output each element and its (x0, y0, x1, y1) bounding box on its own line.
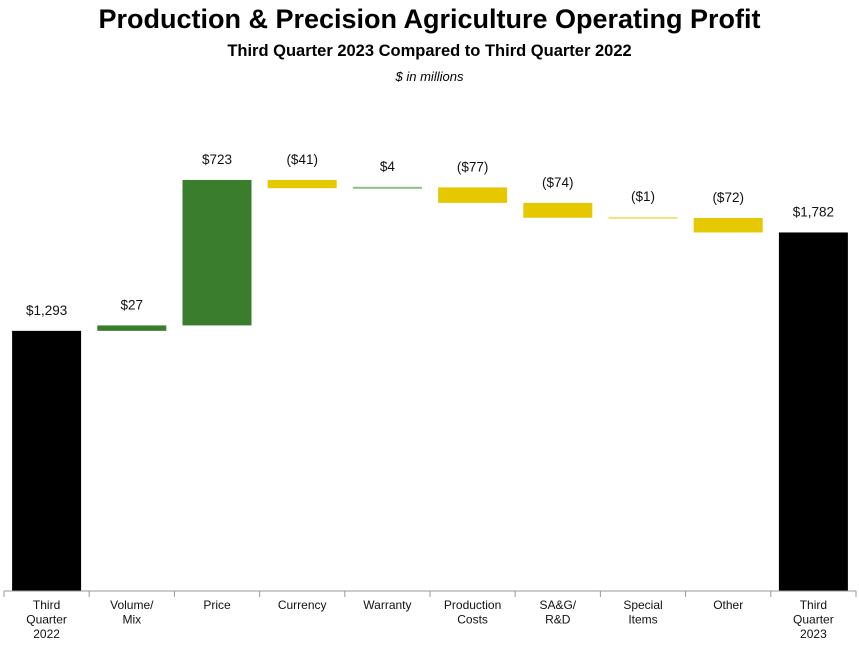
bar-8 (693, 217, 763, 233)
bar-0 (12, 330, 82, 591)
category-label-0-1: Quarter (26, 613, 67, 627)
value-label-7: ($1) (631, 189, 655, 204)
category-label-0-2: 2022 (33, 627, 60, 641)
category-label-1-1: Mix (122, 613, 141, 627)
value-labels-layer: $1,293 $27 $723 ($41) $4 ($77) ($74) ($1) ($72) $… (26, 152, 834, 318)
category-label-9-0: Third (800, 598, 827, 612)
category-label-1-0: Volume/ (110, 598, 154, 612)
category-label-2-0: Price (203, 598, 231, 612)
bar-1 (97, 325, 167, 331)
value-label-5: ($77) (457, 159, 489, 174)
bar-6 (523, 202, 593, 218)
bars-layer (12, 179, 848, 591)
value-label-2: $723 (202, 152, 232, 167)
value-label-9: $1,782 (793, 204, 834, 219)
category-label-7-0: Special (623, 598, 662, 612)
bar-5 (438, 187, 508, 203)
chart-title: Production & Precision Agriculture Opera… (98, 4, 761, 34)
category-label-5-1: Costs (457, 613, 488, 627)
value-label-1: $27 (121, 297, 144, 312)
category-label-0-0: Third (33, 598, 60, 612)
category-label-9-1: Quarter (793, 613, 834, 627)
category-label-3-0: Currency (278, 598, 327, 612)
bar-9 (778, 232, 848, 591)
chart-units-note: $ in millions (395, 69, 464, 84)
bar-3 (267, 179, 337, 189)
category-label-5-0: Production (444, 598, 501, 612)
category-label-6-0: SA&G/ (539, 598, 576, 612)
category-label-4-0: Warranty (363, 598, 411, 612)
category-label-9-2: 2023 (800, 627, 827, 641)
bar-2 (182, 179, 252, 326)
chart-subtitle: Third Quarter 2023 Compared to Third Qua… (227, 42, 632, 60)
bar-7 (608, 216, 678, 219)
value-label-6: ($74) (542, 175, 574, 190)
value-label-3: ($41) (286, 152, 318, 167)
value-label-0: $1,293 (26, 303, 67, 318)
category-label-6-1: R&D (545, 613, 571, 627)
value-label-4: $4 (380, 159, 396, 174)
category-label-8-0: Other (713, 598, 743, 612)
category-label-7-1: Items (628, 613, 657, 627)
x-axis (3, 590, 857, 597)
bar-4 (352, 186, 422, 189)
value-label-8: ($72) (712, 190, 744, 205)
